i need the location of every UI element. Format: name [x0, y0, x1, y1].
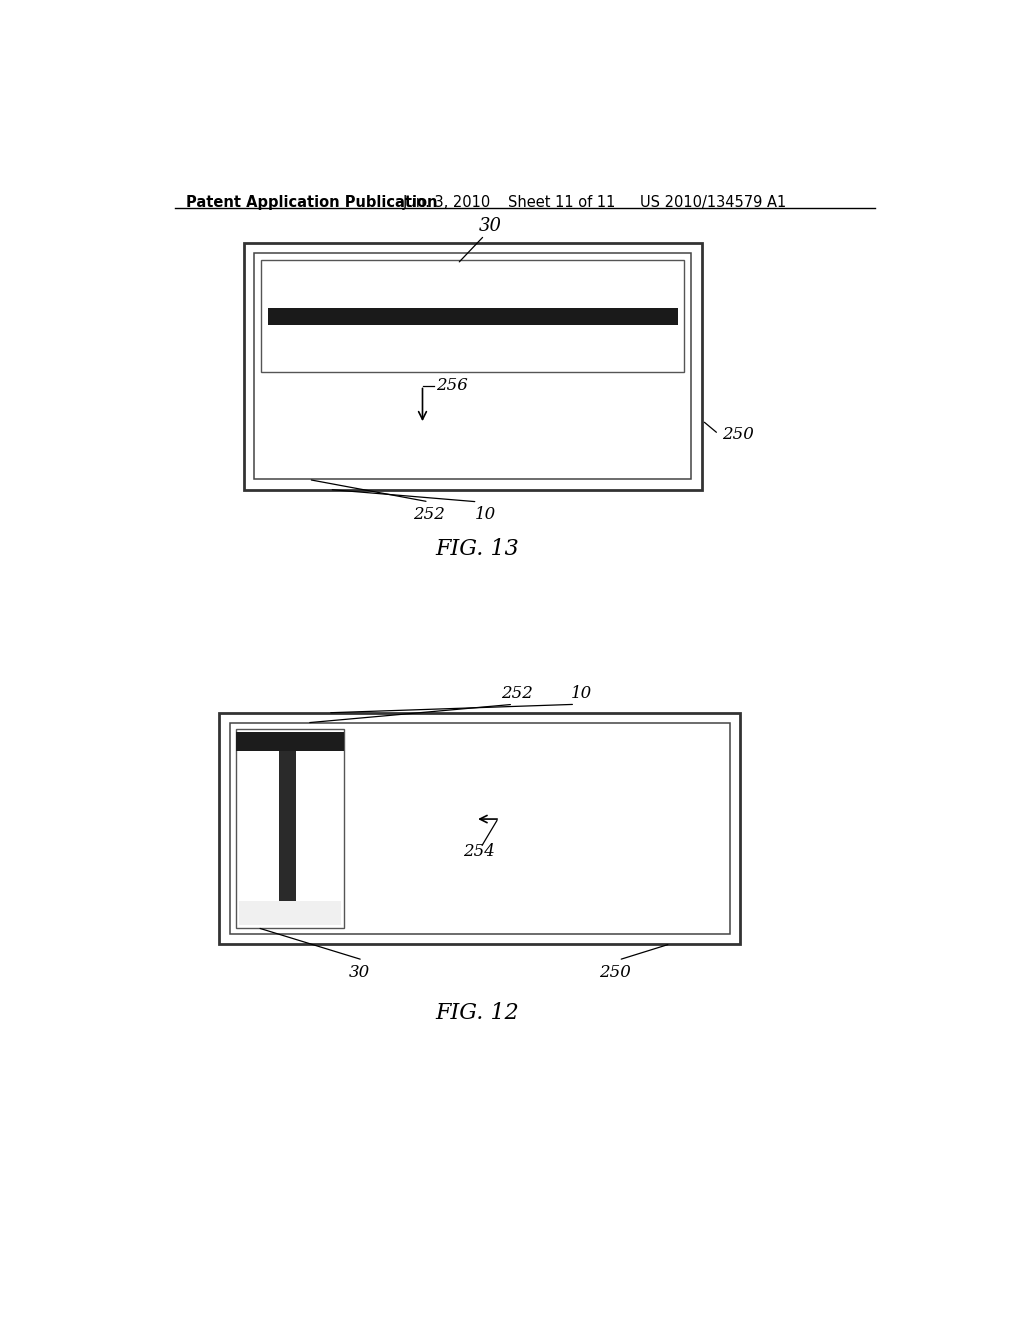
Text: Sheet 11 of 11: Sheet 11 of 11 [508, 195, 615, 210]
Bar [229, 723, 730, 933]
Text: 250: 250 [599, 964, 631, 981]
Bar [236, 729, 344, 928]
Text: 254: 254 [463, 843, 495, 859]
Text: 30: 30 [348, 964, 370, 981]
Text: FIG. 12: FIG. 12 [435, 1002, 518, 1024]
Text: 256: 256 [435, 378, 468, 395]
Bar [280, 733, 296, 900]
Text: 252: 252 [501, 685, 532, 702]
Bar [261, 260, 684, 372]
Text: FIG. 13: FIG. 13 [435, 537, 518, 560]
Text: 10: 10 [571, 685, 593, 702]
Text: US 2010/134579 A1: US 2010/134579 A1 [640, 195, 785, 210]
Text: Jun. 3, 2010: Jun. 3, 2010 [403, 195, 492, 210]
Bar [245, 243, 701, 490]
Text: Patent Application Publication: Patent Application Publication [186, 195, 437, 210]
Bar [254, 253, 691, 479]
Bar [239, 902, 341, 924]
Bar [219, 713, 740, 944]
Text: 30: 30 [479, 218, 502, 235]
Text: 10: 10 [475, 506, 497, 523]
Bar [267, 308, 678, 325]
Bar [236, 733, 344, 751]
Text: 252: 252 [413, 506, 444, 523]
Text: 250: 250 [722, 425, 754, 442]
